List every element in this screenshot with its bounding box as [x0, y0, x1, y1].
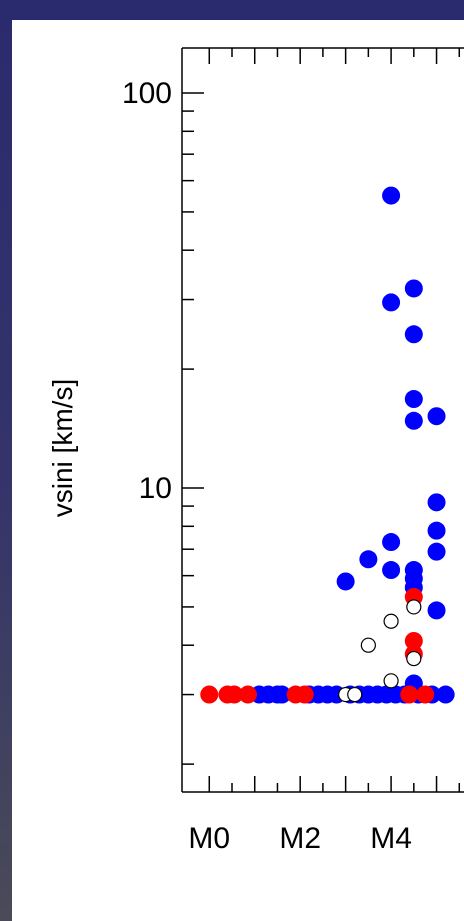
data-point — [404, 279, 423, 298]
data-point — [427, 407, 446, 426]
data-point — [200, 685, 219, 704]
y-axis-title: vsini [km/s] — [47, 379, 78, 517]
data-point — [400, 685, 419, 704]
x-tick-label: M0 — [188, 822, 230, 855]
open-data-point — [406, 599, 422, 615]
chart-panel: 10 100 M0 M2 M4 vsini [km/s] — [12, 20, 464, 921]
data-point — [427, 521, 446, 540]
data-point — [225, 685, 244, 704]
data-points-layer — [200, 186, 455, 704]
data-point — [238, 685, 257, 704]
data-point — [436, 685, 455, 704]
data-point — [273, 685, 291, 704]
x-tick-label: M4 — [370, 822, 412, 855]
data-point — [382, 186, 401, 205]
open-data-point — [383, 673, 399, 689]
data-point — [427, 601, 446, 620]
data-point — [427, 542, 446, 561]
data-point — [295, 685, 314, 704]
data-point — [404, 390, 423, 409]
open-data-point — [406, 650, 422, 667]
data-point — [404, 631, 423, 650]
open-data-point — [360, 637, 376, 653]
axes-layer: 10 100 M0 M2 M4 — [122, 47, 464, 855]
data-point — [404, 411, 423, 430]
data-point — [404, 325, 423, 344]
data-point — [382, 533, 401, 552]
data-point — [359, 550, 378, 569]
data-point — [427, 493, 446, 512]
y-tick-label: 10 — [139, 472, 172, 505]
scatter-chart: 10 100 M0 M2 M4 vsini [km/s] — [47, 47, 464, 855]
data-point — [336, 572, 355, 591]
open-data-point — [383, 613, 399, 629]
data-point — [416, 685, 435, 704]
data-point — [382, 293, 401, 312]
y-tick-label: 100 — [122, 77, 172, 110]
data-point — [382, 561, 401, 580]
x-tick-label: M2 — [279, 822, 321, 855]
open-data-point — [347, 686, 363, 703]
